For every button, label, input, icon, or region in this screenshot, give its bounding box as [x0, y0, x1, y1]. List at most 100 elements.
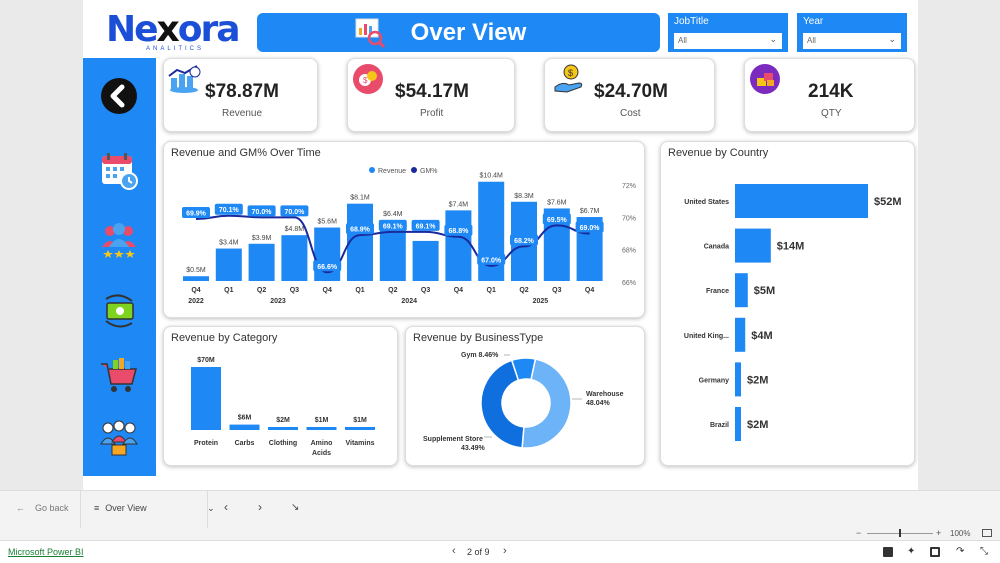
cost-hand-coin-icon: $ — [554, 64, 583, 93]
zoom-out-button[interactable]: − — [856, 528, 862, 538]
donut-slice[interactable] — [480, 359, 525, 449]
x-tick-label: Q3 — [421, 287, 430, 294]
svg-text:$: $ — [363, 76, 368, 85]
chevron-down-icon: ⌄ — [888, 34, 896, 44]
gm-label: 68.2% — [514, 238, 535, 245]
country-label: United King... — [684, 333, 729, 340]
revenue-bar-label: $6.7M — [580, 208, 600, 215]
y2-tick-label: 68% — [622, 248, 636, 255]
zoom-in-button[interactable]: + — [936, 528, 942, 538]
nav-money[interactable] — [95, 286, 143, 334]
power-bi-link[interactable]: Microsoft Power BI — [8, 547, 84, 557]
category-bar[interactable] — [229, 424, 260, 430]
revenue-bar[interactable] — [248, 243, 275, 281]
revenue-country-card: Revenue by Country United States $52M Cana… — [660, 141, 915, 466]
arrow-left-icon: ← — [16, 503, 25, 513]
kpi-profit-value: $54.17M — [395, 81, 469, 102]
back-button[interactable] — [95, 72, 143, 120]
country-bar[interactable] — [735, 407, 741, 441]
revenue-bar[interactable] — [183, 276, 209, 281]
fullscreen-icon[interactable]: ⤡ — [980, 546, 988, 557]
revenue-business-title: Revenue by BusinessType — [413, 332, 544, 344]
nav-team[interactable] — [95, 413, 143, 461]
nav-people-rating[interactable] — [95, 216, 143, 264]
facebook-icon[interactable] — [883, 547, 893, 557]
revenue-country-chart: United States $52M Canada $14M France $5M Unit… — [684, 184, 902, 441]
zoom-slider-handle[interactable] — [899, 529, 901, 537]
linkedin-icon[interactable] — [930, 547, 940, 557]
chevron-right-icon: › — [258, 500, 262, 514]
country-bar[interactable] — [735, 228, 771, 263]
country-label: France — [706, 288, 729, 295]
go-back-button[interactable]: ← Go back — [16, 503, 69, 513]
kpi-cost: $ $24.70M Cost — [544, 58, 715, 132]
nav-calendar[interactable] — [95, 146, 143, 194]
collapse-button[interactable]: ↘ — [291, 502, 299, 513]
year-dropdown[interactable]: All ⌄ — [803, 33, 901, 49]
kpi-cost-value: $24.70M — [594, 81, 668, 102]
status-bar: Microsoft Power BI ‹ 2 of 9 › ✦ ↷ ⤡ — [0, 540, 1000, 563]
revenue-gm-chart: Revenue GM% 72% 70% 68% 66% $0.5M $3.4M $3.9M $… — [182, 167, 636, 305]
zoom-level: 100% — [950, 529, 971, 538]
year-slicer-label: Year — [803, 16, 824, 27]
country-value-label: $14M — [777, 241, 805, 253]
gm-label-bg — [280, 205, 309, 217]
fit-page-icon[interactable] — [982, 529, 992, 537]
gm-label-bg — [575, 221, 604, 233]
category-value-label: $1M — [353, 417, 367, 424]
category-value-label: $6M — [238, 415, 252, 422]
page-selector[interactable]: ≡ Over View ⌄ — [94, 503, 215, 513]
next-page-button[interactable]: › — [258, 500, 262, 514]
kpi-revenue: $78.87M Revenue — [163, 58, 318, 132]
revenue-bar[interactable] — [281, 235, 308, 281]
chevron-left-icon: ‹ — [224, 500, 228, 514]
revenue-bar[interactable] — [347, 203, 373, 281]
country-bar[interactable] — [735, 317, 746, 352]
country-value-label: $2M — [747, 419, 768, 431]
year-label: 2022 — [188, 298, 204, 305]
country-value-label: $4M — [751, 330, 772, 342]
calendar-icon — [102, 153, 138, 190]
donut-slice[interactable] — [510, 357, 537, 382]
jobtitle-slicer: JobTitle All ⌄ — [668, 13, 788, 52]
revenue-gm-chart-title: Revenue and GM% Over Time — [171, 147, 321, 159]
status-next-page-button[interactable]: › — [503, 545, 507, 557]
category-bar[interactable] — [306, 427, 337, 430]
legend-revenue-marker — [369, 167, 375, 173]
country-bar[interactable] — [735, 273, 748, 308]
back-arrow-icon — [101, 78, 137, 114]
gm-label-bg — [214, 203, 243, 215]
gm-label: 68.8% — [448, 228, 469, 235]
report-footer: ← Go back ≡ Over View ⌄ ‹ › ↘ — [0, 490, 1000, 529]
gm-label: 69.1% — [416, 223, 437, 230]
gm-label: 69.5% — [547, 217, 568, 224]
kpi-profit-label: Profit — [420, 108, 444, 119]
list-icon: ≡ — [94, 503, 100, 513]
kpi-qty-label: QTY — [821, 108, 842, 119]
previous-page-button[interactable]: ‹ — [224, 500, 228, 514]
twitter-icon[interactable]: ✦ — [907, 546, 916, 557]
revenue-bar[interactable] — [412, 240, 439, 281]
category-bar[interactable] — [268, 427, 298, 430]
donut-value-label: 48.04% — [586, 400, 611, 407]
gm-label-bg — [313, 260, 342, 272]
revenue-category-chart: $70M Protein $6M Carbs $2M Clothing $1M Amino Ac… — [191, 357, 375, 457]
share-icon[interactable]: ↷ — [956, 546, 965, 557]
chevron-left-icon: ‹ — [452, 545, 456, 557]
country-bar[interactable] — [735, 362, 741, 397]
category-label: Carbs — [235, 440, 255, 447]
nav-cart[interactable] — [95, 351, 143, 399]
revenue-bar[interactable] — [445, 210, 472, 281]
gm-label-bg — [542, 213, 571, 225]
jobtitle-dropdown[interactable]: All ⌄ — [674, 33, 782, 49]
revenue-bar-label: $8.3M — [514, 193, 534, 200]
gm-line — [195, 214, 590, 274]
country-bar[interactable] — [735, 184, 868, 218]
category-bar[interactable] — [191, 367, 221, 430]
category-bar[interactable] — [345, 427, 375, 430]
chevron-down-icon: ⌄ — [207, 503, 215, 513]
page-title: Over View — [410, 18, 527, 46]
donut-slice[interactable] — [521, 358, 572, 449]
revenue-bar[interactable] — [215, 248, 242, 281]
status-prev-page-button[interactable]: ‹ — [452, 545, 456, 557]
